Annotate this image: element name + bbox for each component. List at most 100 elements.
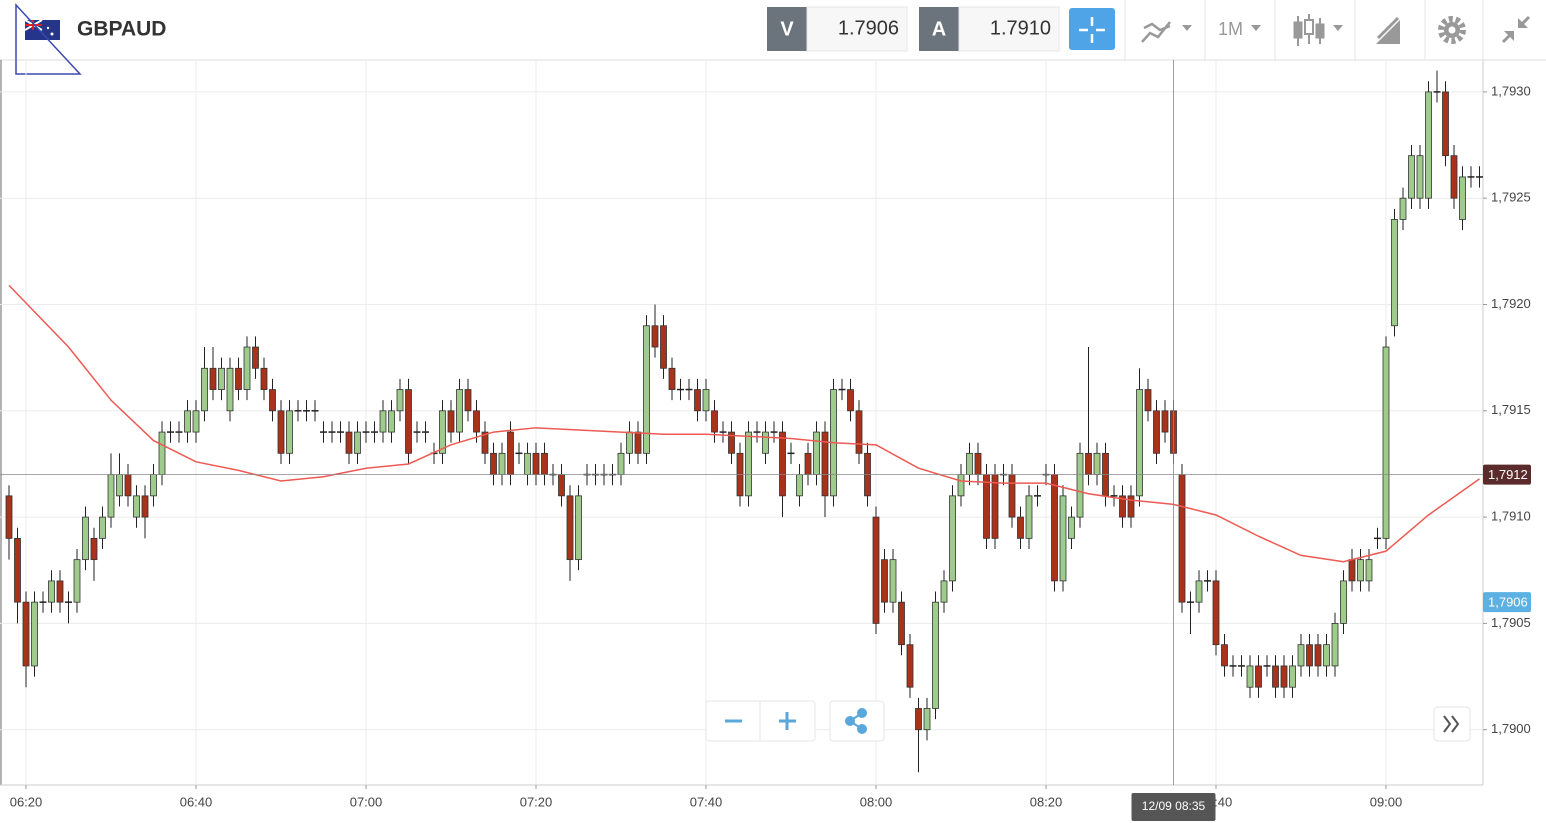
candle-body	[5, 495, 13, 539]
candle-body	[855, 410, 863, 454]
candle-body	[923, 708, 931, 731]
candle-body	[507, 431, 514, 475]
candle-body	[1450, 155, 1458, 199]
x-tick-label: 09:00	[1370, 794, 1403, 809]
candle-body	[991, 474, 999, 539]
candle-body	[1391, 219, 1398, 327]
price-marker-label: 1,7906	[1488, 595, 1528, 610]
candle-body	[133, 495, 140, 518]
candle-body	[1025, 495, 1033, 539]
candle-body	[192, 410, 200, 433]
timeframe-button[interactable]: 1M	[1218, 19, 1261, 39]
candle-body	[796, 474, 803, 497]
zoom-controls[interactable]	[705, 700, 816, 742]
candle-body	[1340, 580, 1347, 624]
candle-body	[974, 452, 982, 475]
candle-body	[201, 367, 208, 412]
collapse-button[interactable]	[1501, 15, 1531, 44]
candle-body	[660, 325, 667, 369]
candle-body	[1119, 495, 1126, 518]
candle-body	[1008, 474, 1016, 518]
candle-body	[745, 431, 752, 497]
candle-body	[150, 474, 157, 497]
candle-body	[1076, 452, 1084, 518]
candle-body	[464, 389, 472, 412]
candle-body	[1059, 495, 1067, 582]
candle-body	[872, 516, 880, 624]
candle-body	[354, 431, 361, 454]
candle-body	[1255, 665, 1262, 688]
candle-body	[694, 389, 701, 412]
y-tick-label: 1,7905	[1491, 615, 1531, 630]
candle-body	[813, 431, 820, 475]
candle-body	[345, 431, 353, 454]
flag	[24, 19, 60, 40]
candle-body	[1093, 452, 1101, 475]
share-button[interactable]	[829, 700, 885, 742]
candle-body	[1085, 452, 1092, 475]
timeframe: 1M	[1218, 19, 1243, 39]
candle-body	[1017, 516, 1024, 539]
candle-style-button[interactable]	[1293, 14, 1343, 46]
candle-body	[1212, 580, 1220, 646]
candle-body	[932, 601, 939, 709]
candle-body	[881, 559, 888, 603]
candle-body	[1348, 559, 1356, 582]
candle-body	[48, 580, 55, 603]
candle-body	[260, 367, 268, 390]
candle-body	[1297, 644, 1305, 667]
y-tick-label: 1,7920	[1491, 296, 1531, 311]
candle-body	[107, 474, 115, 518]
overlay: 12/09 08:35 1,7912 1,7906	[0, 60, 1531, 821]
candle-body	[762, 431, 769, 454]
settings-button[interactable]	[1438, 16, 1466, 44]
candle-body	[1382, 346, 1390, 539]
candle-body	[558, 474, 565, 497]
scroll-right-button[interactable]	[1433, 706, 1471, 742]
candle-body	[218, 367, 225, 390]
chart-type-button[interactable]	[1141, 21, 1192, 43]
y-tick-label: 1,7910	[1491, 509, 1531, 524]
candle-body	[124, 474, 132, 497]
candle-body	[14, 537, 21, 603]
y-tick-label: 1,7925	[1491, 190, 1531, 205]
candle-body	[116, 474, 123, 497]
candle-body	[1272, 665, 1279, 688]
candle-body	[643, 325, 650, 454]
candle-body	[575, 495, 582, 561]
y-tick-label: 1,7900	[1491, 721, 1531, 736]
candle-body	[1399, 197, 1407, 220]
candle-body	[1068, 516, 1075, 539]
candle-body	[702, 389, 710, 412]
candle-body	[1306, 644, 1313, 667]
candle-body	[473, 410, 480, 433]
candle-body	[804, 452, 812, 475]
y-tick-label: 1,7915	[1491, 402, 1531, 417]
candle-body	[728, 431, 735, 454]
symbol: GBPAUD	[77, 18, 166, 41]
candle-body	[1323, 644, 1330, 667]
candle-body	[141, 495, 149, 518]
crosshair-button[interactable]	[1069, 8, 1115, 50]
candle-body	[566, 495, 574, 561]
candle-body	[524, 452, 531, 475]
candle-body	[99, 516, 106, 539]
candle-body	[456, 389, 463, 433]
candle-body	[439, 410, 446, 454]
candle-body	[82, 516, 89, 561]
candle-body	[31, 601, 38, 667]
candle-body	[226, 367, 234, 412]
bid-box[interactable]: V 1.7906	[767, 6, 908, 52]
candle-body	[940, 580, 948, 603]
crosshair-x-box	[1131, 793, 1216, 821]
bid-price: 1.7906	[838, 17, 899, 39]
candle-body	[405, 389, 412, 454]
draw-button[interactable]	[1376, 16, 1400, 44]
candle-body	[626, 431, 633, 454]
ask-box[interactable]: A 1.7910	[919, 6, 1060, 52]
candle-body	[1178, 474, 1186, 603]
x-tick-label: 07:40	[690, 794, 723, 809]
candle-body	[396, 389, 404, 412]
